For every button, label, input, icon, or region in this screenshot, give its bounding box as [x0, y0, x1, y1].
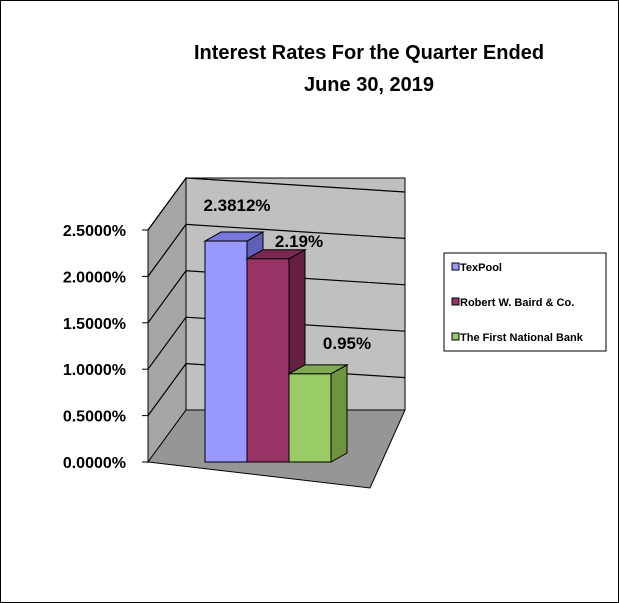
y-tick-label: 1.0000% — [63, 362, 126, 379]
bar — [204, 240, 248, 463]
legend-box — [443, 252, 607, 352]
plot-area: 0.0000% 0.5000% 1.0000% 1.5000% 2.0000% 2.500… — [63, 176, 406, 489]
chart-title-group: Interest Rates For the Quarter Ended Jun… — [194, 42, 544, 96]
gridline — [147, 270, 406, 324]
legend: TexPool Robert W. Baird & Co. The First Na… — [443, 252, 607, 352]
y-tick-label: 2.0000% — [63, 269, 126, 286]
legend-swatch — [451, 297, 460, 306]
bar — [246, 258, 290, 463]
legend-label: Robert W. Baird & Co. — [460, 297, 574, 309]
chart-title-line-2: June 30, 2019 — [304, 74, 434, 96]
legend-swatch — [451, 332, 460, 341]
y-tick-label: 0.5000% — [63, 409, 126, 426]
gridline — [147, 223, 406, 277]
bar — [288, 373, 332, 463]
data-label: 2.19% — [275, 232, 323, 251]
y-tick-label: 1.5000% — [63, 316, 126, 333]
legend-swatch — [451, 262, 460, 271]
data-label: 2.3812% — [203, 196, 270, 215]
y-tick-label: 0.0000% — [63, 455, 126, 472]
bar-side-face — [330, 363, 348, 463]
legend-label: TexPool — [460, 262, 502, 274]
y-tick-label: 2.5000% — [63, 223, 126, 240]
gridline — [147, 316, 406, 370]
chart-title-line-1: Interest Rates For the Quarter Ended — [194, 42, 544, 64]
legend-label: The First National Bank — [460, 332, 584, 344]
data-label: 0.95% — [323, 334, 371, 353]
gridline — [147, 177, 406, 231]
